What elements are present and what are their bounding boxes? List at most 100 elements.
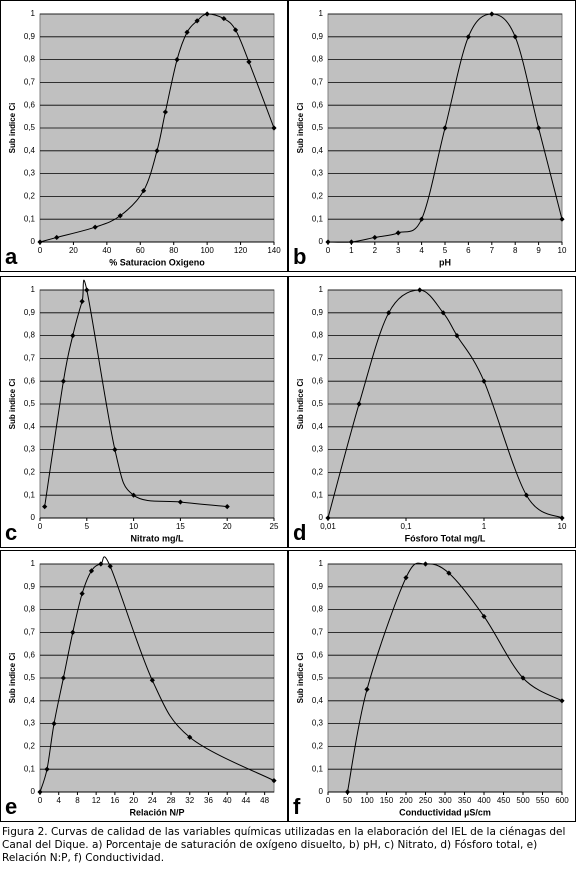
y-tick-label: 0,3 bbox=[24, 719, 36, 728]
marker bbox=[422, 561, 429, 567]
x-tick-label: 3 bbox=[396, 246, 401, 255]
y-tick-label: 0,4 bbox=[312, 696, 324, 705]
x-axis-label: Relación N/P bbox=[129, 807, 184, 817]
y-tick-label: 0,7 bbox=[312, 354, 324, 363]
y-tick-label: 0,1 bbox=[312, 490, 324, 499]
x-axis-label: Conductividad µS/cm bbox=[399, 807, 491, 817]
x-tick-label: 0 bbox=[38, 246, 43, 255]
x-tick-label: 0,01 bbox=[320, 522, 336, 531]
y-tick-label: 0,1 bbox=[24, 490, 36, 499]
x-tick-label: 12 bbox=[92, 796, 101, 805]
y-tick-label: 0,1 bbox=[24, 214, 36, 223]
x-tick-label: 300 bbox=[438, 796, 452, 805]
x-tick-label: 60 bbox=[136, 246, 145, 255]
x-tick-label: 100 bbox=[200, 246, 214, 255]
y-tick-label: 0,6 bbox=[312, 650, 324, 659]
marker bbox=[325, 515, 331, 521]
y-axis-label: Sub indice Ci bbox=[296, 103, 305, 154]
marker bbox=[489, 11, 495, 17]
y-tick-label: 0,3 bbox=[24, 169, 36, 178]
y-tick-label: 0,7 bbox=[312, 78, 324, 87]
y-tick-label: 0,2 bbox=[312, 192, 324, 201]
y-tick-label: 0,4 bbox=[312, 422, 324, 431]
marker bbox=[403, 575, 409, 581]
y-tick-label: 0,2 bbox=[24, 468, 36, 477]
marker bbox=[417, 287, 423, 293]
x-tick-label: 10 bbox=[129, 522, 138, 531]
marker bbox=[141, 188, 147, 194]
marker bbox=[54, 234, 60, 241]
y-tick-label: 0,6 bbox=[312, 100, 324, 109]
y-tick-label: 1 bbox=[31, 559, 36, 568]
y-tick-label: 0,5 bbox=[24, 123, 36, 132]
y-tick-label: 0,5 bbox=[312, 673, 324, 682]
y-tick-label: 0,1 bbox=[24, 764, 36, 773]
x-tick-label: 550 bbox=[536, 796, 550, 805]
y-tick-label: 0,4 bbox=[24, 422, 36, 431]
marker bbox=[364, 686, 370, 692]
y-tick-label: 0,2 bbox=[24, 742, 36, 751]
x-tick-label: 0 bbox=[38, 796, 43, 805]
marker bbox=[131, 492, 137, 498]
chart-panel: 00,10,20,30,40,50,60,70,80,910 1 2 3 4 5 6 7 8 9 1… bbox=[288, 0, 576, 272]
marker bbox=[481, 613, 487, 620]
y-tick-label: 0,7 bbox=[312, 628, 324, 637]
x-tick-label: 25 bbox=[270, 522, 279, 531]
marker bbox=[559, 515, 565, 521]
y-tick-label: 0,6 bbox=[24, 376, 36, 385]
marker bbox=[60, 675, 66, 681]
marker bbox=[92, 224, 98, 230]
panel-label: e bbox=[5, 794, 17, 819]
y-tick-label: 0,4 bbox=[24, 696, 36, 705]
marker bbox=[184, 29, 190, 35]
marker bbox=[84, 287, 90, 293]
marker bbox=[325, 239, 331, 245]
y-tick-label: 0,7 bbox=[24, 78, 36, 87]
x-tick-label: 4 bbox=[56, 796, 61, 805]
y-axis-label: Sub indice Ci bbox=[8, 653, 17, 704]
x-tick-label: 200 bbox=[399, 796, 413, 805]
x-tick-label: 400 bbox=[477, 796, 491, 805]
x-tick-label: 120 bbox=[234, 246, 248, 255]
marker bbox=[194, 18, 200, 24]
x-tick-label: 500 bbox=[516, 796, 530, 805]
x-tick-label: 9 bbox=[536, 246, 541, 255]
x-tick-label: 80 bbox=[169, 246, 178, 255]
x-axis-label: pH bbox=[439, 257, 451, 267]
x-tick-label: 6 bbox=[466, 246, 471, 255]
marker bbox=[440, 310, 446, 316]
y-tick-label: 0,4 bbox=[24, 146, 36, 155]
y-tick-label: 0 bbox=[31, 513, 36, 522]
y-tick-label: 1 bbox=[319, 9, 324, 18]
x-tick-label: 1 bbox=[482, 522, 487, 531]
marker bbox=[344, 789, 351, 795]
chart-panel: 00,10,20,30,40,50,60,70,80,910 4 8 12 16 20 24… bbox=[0, 550, 288, 822]
y-tick-label: 0,8 bbox=[312, 331, 324, 340]
marker bbox=[271, 125, 277, 131]
marker bbox=[37, 789, 43, 795]
chart-panel: 0 0,1 0,2 0,3 0,4 0,5 0,6 0,7 0,8 0,9 1 0 20 40 60 80 10… bbox=[0, 0, 288, 272]
x-tick-label: 0,1 bbox=[400, 522, 412, 531]
panel-label: a bbox=[5, 244, 18, 269]
y-tick-label: 0,5 bbox=[24, 399, 36, 408]
marker bbox=[232, 27, 239, 33]
x-tick-label: 4 bbox=[419, 246, 424, 255]
chart-panel: 00,10,20,30,40,50,60,70,80,910 5 10 15 20 25N… bbox=[0, 276, 288, 548]
y-tick-label: 0,8 bbox=[24, 331, 36, 340]
x-tick-label: 40 bbox=[102, 246, 111, 255]
x-tick-label: 140 bbox=[267, 246, 281, 255]
marker bbox=[98, 561, 104, 567]
y-tick-label: 0 bbox=[31, 787, 36, 796]
marker bbox=[356, 401, 362, 407]
figure: 00,10,20,30,40,50,60,70,80,910 20 40 60 80 10… bbox=[0, 0, 576, 822]
x-tick-label: 100 bbox=[360, 796, 374, 805]
y-axis-label: Sub indice Ci bbox=[8, 379, 17, 430]
y-tick-label: 0 bbox=[31, 237, 36, 246]
y-tick-label: 0,6 bbox=[312, 376, 324, 385]
x-tick-label: 40 bbox=[223, 796, 232, 805]
y-axis-label: Sub indice Ci bbox=[8, 103, 17, 154]
x-tick-label: 350 bbox=[458, 796, 472, 805]
x-tick-label: 10 bbox=[558, 522, 567, 531]
marker bbox=[559, 698, 565, 704]
